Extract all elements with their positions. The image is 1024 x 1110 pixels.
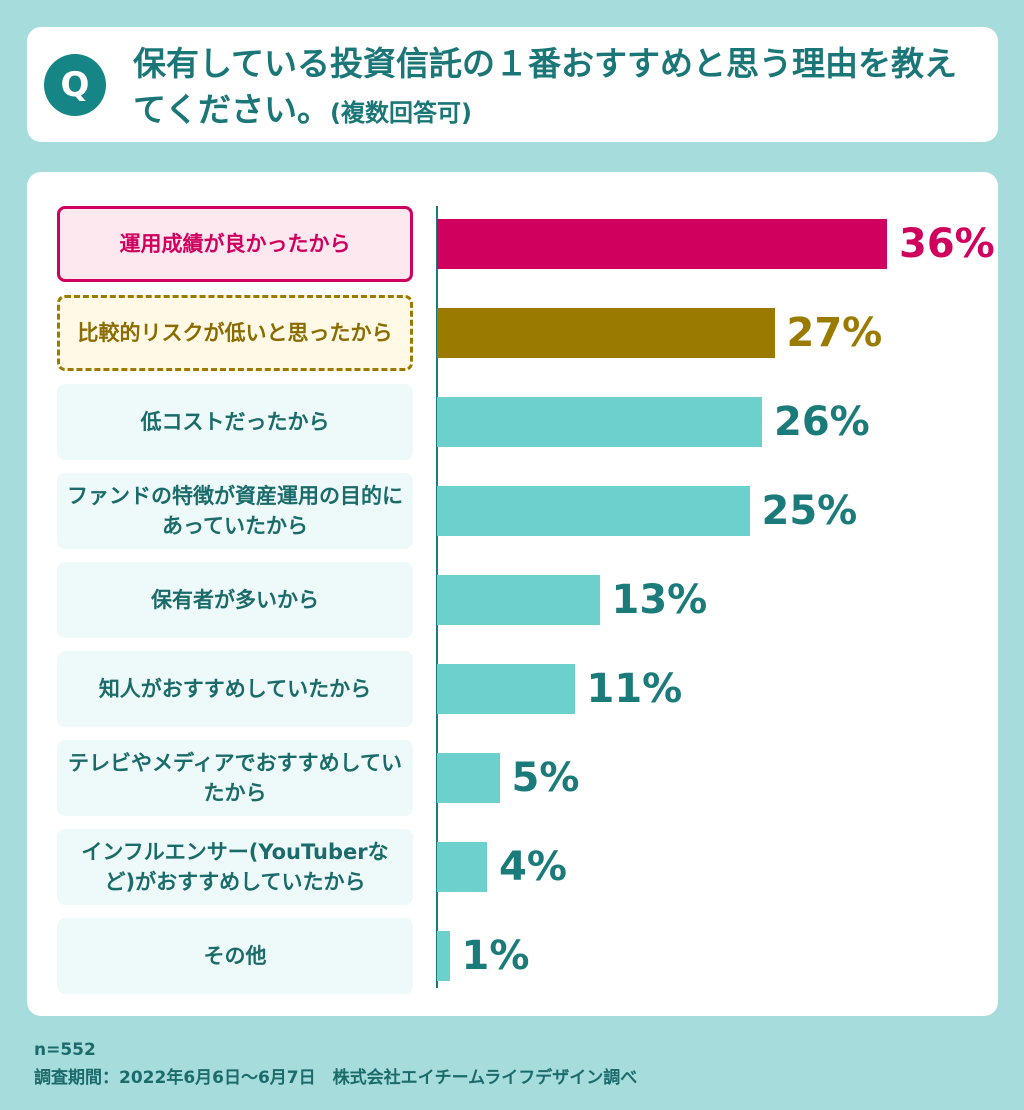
category-label: テレビやメディアでおすすめしていたから [57,740,413,816]
bar-chart: 運用成績が良かったから 36% 比較的リスクが低いと思ったから 27% 低コストだったか… [27,172,998,1016]
value-label: 13% [611,577,708,623]
category-label: 低コストだったから [57,384,413,460]
bar [437,308,775,358]
value-label: 25% [761,488,858,534]
category-label: 保有者が多いから [57,562,413,638]
category-label: その他 [57,918,413,994]
category-label: インフルエンサー(YouTuberなど)がおすすめしていたから [57,829,413,905]
category-label: 運用成績が良かったから [57,206,413,282]
question-card: Q 保有している投資信託の１番おすすめと思う理由を教えてください。(複数回答可) [27,27,998,142]
question-title-main: 保有している投資信託の１番おすすめと思う理由を教えてください。 [133,44,958,129]
bar [437,842,487,892]
question-badge: Q [44,54,106,116]
category-label: 比較的リスクが低いと思ったから [57,295,413,371]
question-title-sub: (複数回答可) [330,99,472,127]
question-title: 保有している投資信託の１番おすすめと思う理由を教えてください。(複数回答可) [133,41,983,136]
bar [437,575,600,625]
category-label: 知人がおすすめしていたから [57,651,413,727]
bar [437,931,450,981]
bar [437,753,500,803]
bar [437,486,750,536]
survey-note: 調査期間：2022年6月6日〜6月7日 株式会社エイチームライフデザイン調べ [34,1068,638,1088]
value-label: 4% [499,844,567,890]
sample-size: n=552 [34,1040,96,1060]
bar [437,397,762,447]
value-label: 5% [511,755,580,801]
category-label: ファンドの特徴が資産運用の目的にあっていたから [57,473,413,549]
value-label: 27% [786,310,883,356]
value-label: 36% [899,221,995,267]
bar [437,219,887,269]
value-label: 11% [586,666,683,712]
footer-note: n=552 調査期間：2022年6月6日〜6月7日 株式会社エイチームライフデザ… [34,1036,637,1092]
value-label: 26% [774,399,870,445]
bar [437,664,575,714]
value-label: 1% [461,933,530,979]
